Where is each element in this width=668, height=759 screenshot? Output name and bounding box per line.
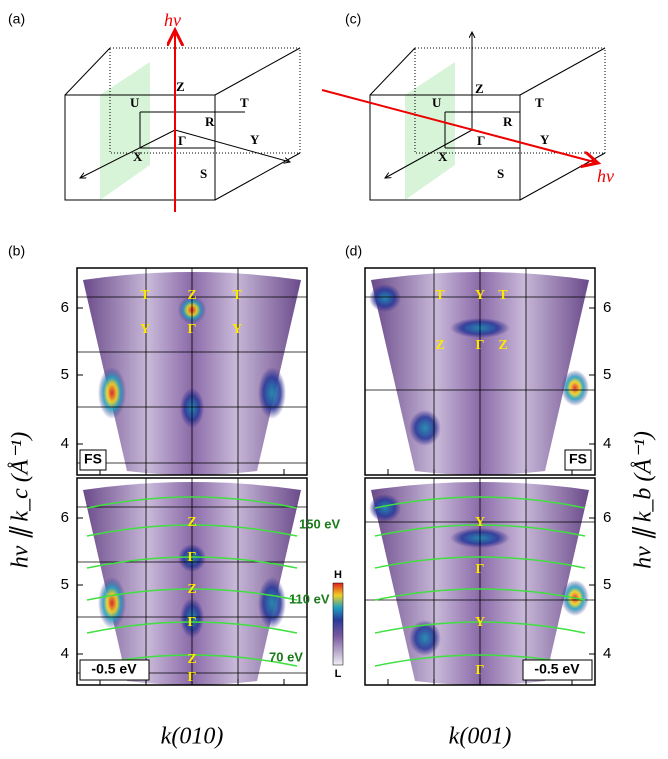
tag-box	[522, 659, 593, 681]
kz-arc	[374, 556, 586, 569]
point-label: Z	[435, 338, 444, 353]
intensity-spot	[98, 367, 126, 419]
colorbar-low: L	[335, 668, 342, 680]
point-label: Z	[176, 79, 185, 94]
panel-label: (d)	[345, 243, 362, 259]
tag: FS	[569, 451, 587, 467]
point-label: Γ	[188, 322, 197, 337]
tag: FS	[84, 451, 102, 467]
tag: -0.5 eV	[534, 661, 580, 677]
kz-arc	[374, 496, 586, 509]
panel-label: (a)	[8, 11, 25, 27]
point-label: U	[432, 95, 442, 110]
intensity-spot	[98, 577, 126, 629]
energy-label: 70 eV	[269, 649, 303, 664]
point-label: X	[438, 149, 448, 164]
hv-label: hν	[597, 166, 614, 186]
point-label: T	[498, 288, 508, 303]
y-tick-label: 6	[61, 509, 69, 526]
tag-box	[79, 449, 107, 471]
kz-arc	[86, 496, 298, 509]
point-label: Z	[187, 288, 196, 303]
intensity-spot	[369, 494, 401, 522]
point-label: T	[232, 288, 242, 303]
y-tick-label: 4	[61, 435, 69, 452]
colorbar-high: H	[334, 569, 342, 581]
point-label: Z	[498, 338, 507, 353]
bz-diagram-c: (c) hν Z U T R Γ Y X S	[321, 11, 614, 201]
point-label: Y	[475, 288, 485, 303]
point-label: Γ	[477, 133, 485, 148]
point-label: Z	[475, 81, 484, 96]
energy-label: 150 eV	[299, 516, 341, 531]
point-label: Z	[187, 652, 196, 667]
point-label: T	[435, 288, 445, 303]
x-axis-label: k(001)	[449, 724, 512, 750]
y-tick-label: 5	[61, 366, 69, 383]
y-tick-label: 4	[61, 645, 69, 662]
y-tick-label: 6	[603, 509, 611, 526]
point-label: T	[535, 95, 544, 110]
point-label: R	[503, 114, 513, 129]
point-label: Γ	[178, 133, 186, 148]
kz-arc	[374, 524, 586, 537]
point-label: S	[497, 166, 504, 181]
y-axis-label: hν ∥ k_b (Å⁻¹)	[631, 431, 657, 569]
point-label: Γ	[188, 615, 197, 630]
point-label: X	[133, 149, 143, 164]
point-label: S	[200, 166, 207, 181]
intensity-spot	[369, 284, 401, 312]
intensity-spot	[258, 367, 286, 419]
bz-diagram-a: (a) hν Z U T R Γ Y X S	[8, 10, 301, 212]
point-label: Γ	[188, 670, 197, 685]
point-label: U	[130, 95, 140, 110]
y-tick-label: 6	[603, 299, 611, 316]
point-label: Y	[475, 615, 485, 630]
point-label: Y	[475, 515, 485, 530]
y-tick-label: 5	[61, 576, 69, 593]
panel-label: (c)	[345, 11, 361, 27]
panel-label: (b)	[8, 243, 25, 259]
y-tick-label: 4	[603, 435, 611, 452]
energy-label: 110 eV	[289, 591, 330, 606]
y-tick-label: 6	[61, 299, 69, 316]
point-label: Y	[250, 132, 260, 147]
kz-arc	[86, 524, 298, 537]
point-label: Z	[187, 582, 196, 597]
y-tick-label: 5	[603, 576, 611, 593]
tag-box	[79, 659, 150, 681]
intensity-spot	[409, 620, 441, 656]
point-label: Γ	[476, 562, 485, 577]
y-tick-label: 4	[603, 645, 611, 662]
intensity-spot	[409, 410, 441, 446]
point-label: Y	[232, 322, 242, 337]
x-axis-label: k(010)	[161, 724, 224, 750]
intensity-spot	[258, 577, 286, 629]
point-label: Γ	[188, 550, 197, 565]
tag-box	[564, 449, 592, 471]
kz-arc	[86, 621, 298, 634]
point-label: T	[240, 95, 249, 110]
kz-arc	[374, 621, 586, 634]
point-label: Z	[187, 515, 196, 530]
kz-arc	[86, 588, 298, 601]
y-tick-label: 5	[603, 366, 611, 383]
kz-arc	[374, 588, 586, 601]
y-axis-label: hν ∥ k_c (Å⁻¹)	[8, 432, 34, 568]
colorbar	[332, 582, 344, 666]
point-label: R	[205, 114, 215, 129]
point-label: Γ	[476, 338, 485, 353]
point-label: Y	[140, 322, 150, 337]
hv-label: hν	[164, 10, 181, 30]
point-label: T	[140, 288, 150, 303]
point-label: Γ	[476, 663, 485, 678]
tag: -0.5 eV	[91, 661, 137, 677]
kz-arc	[86, 556, 298, 569]
intensity-spot	[561, 370, 589, 406]
point-label: Y	[540, 132, 550, 147]
